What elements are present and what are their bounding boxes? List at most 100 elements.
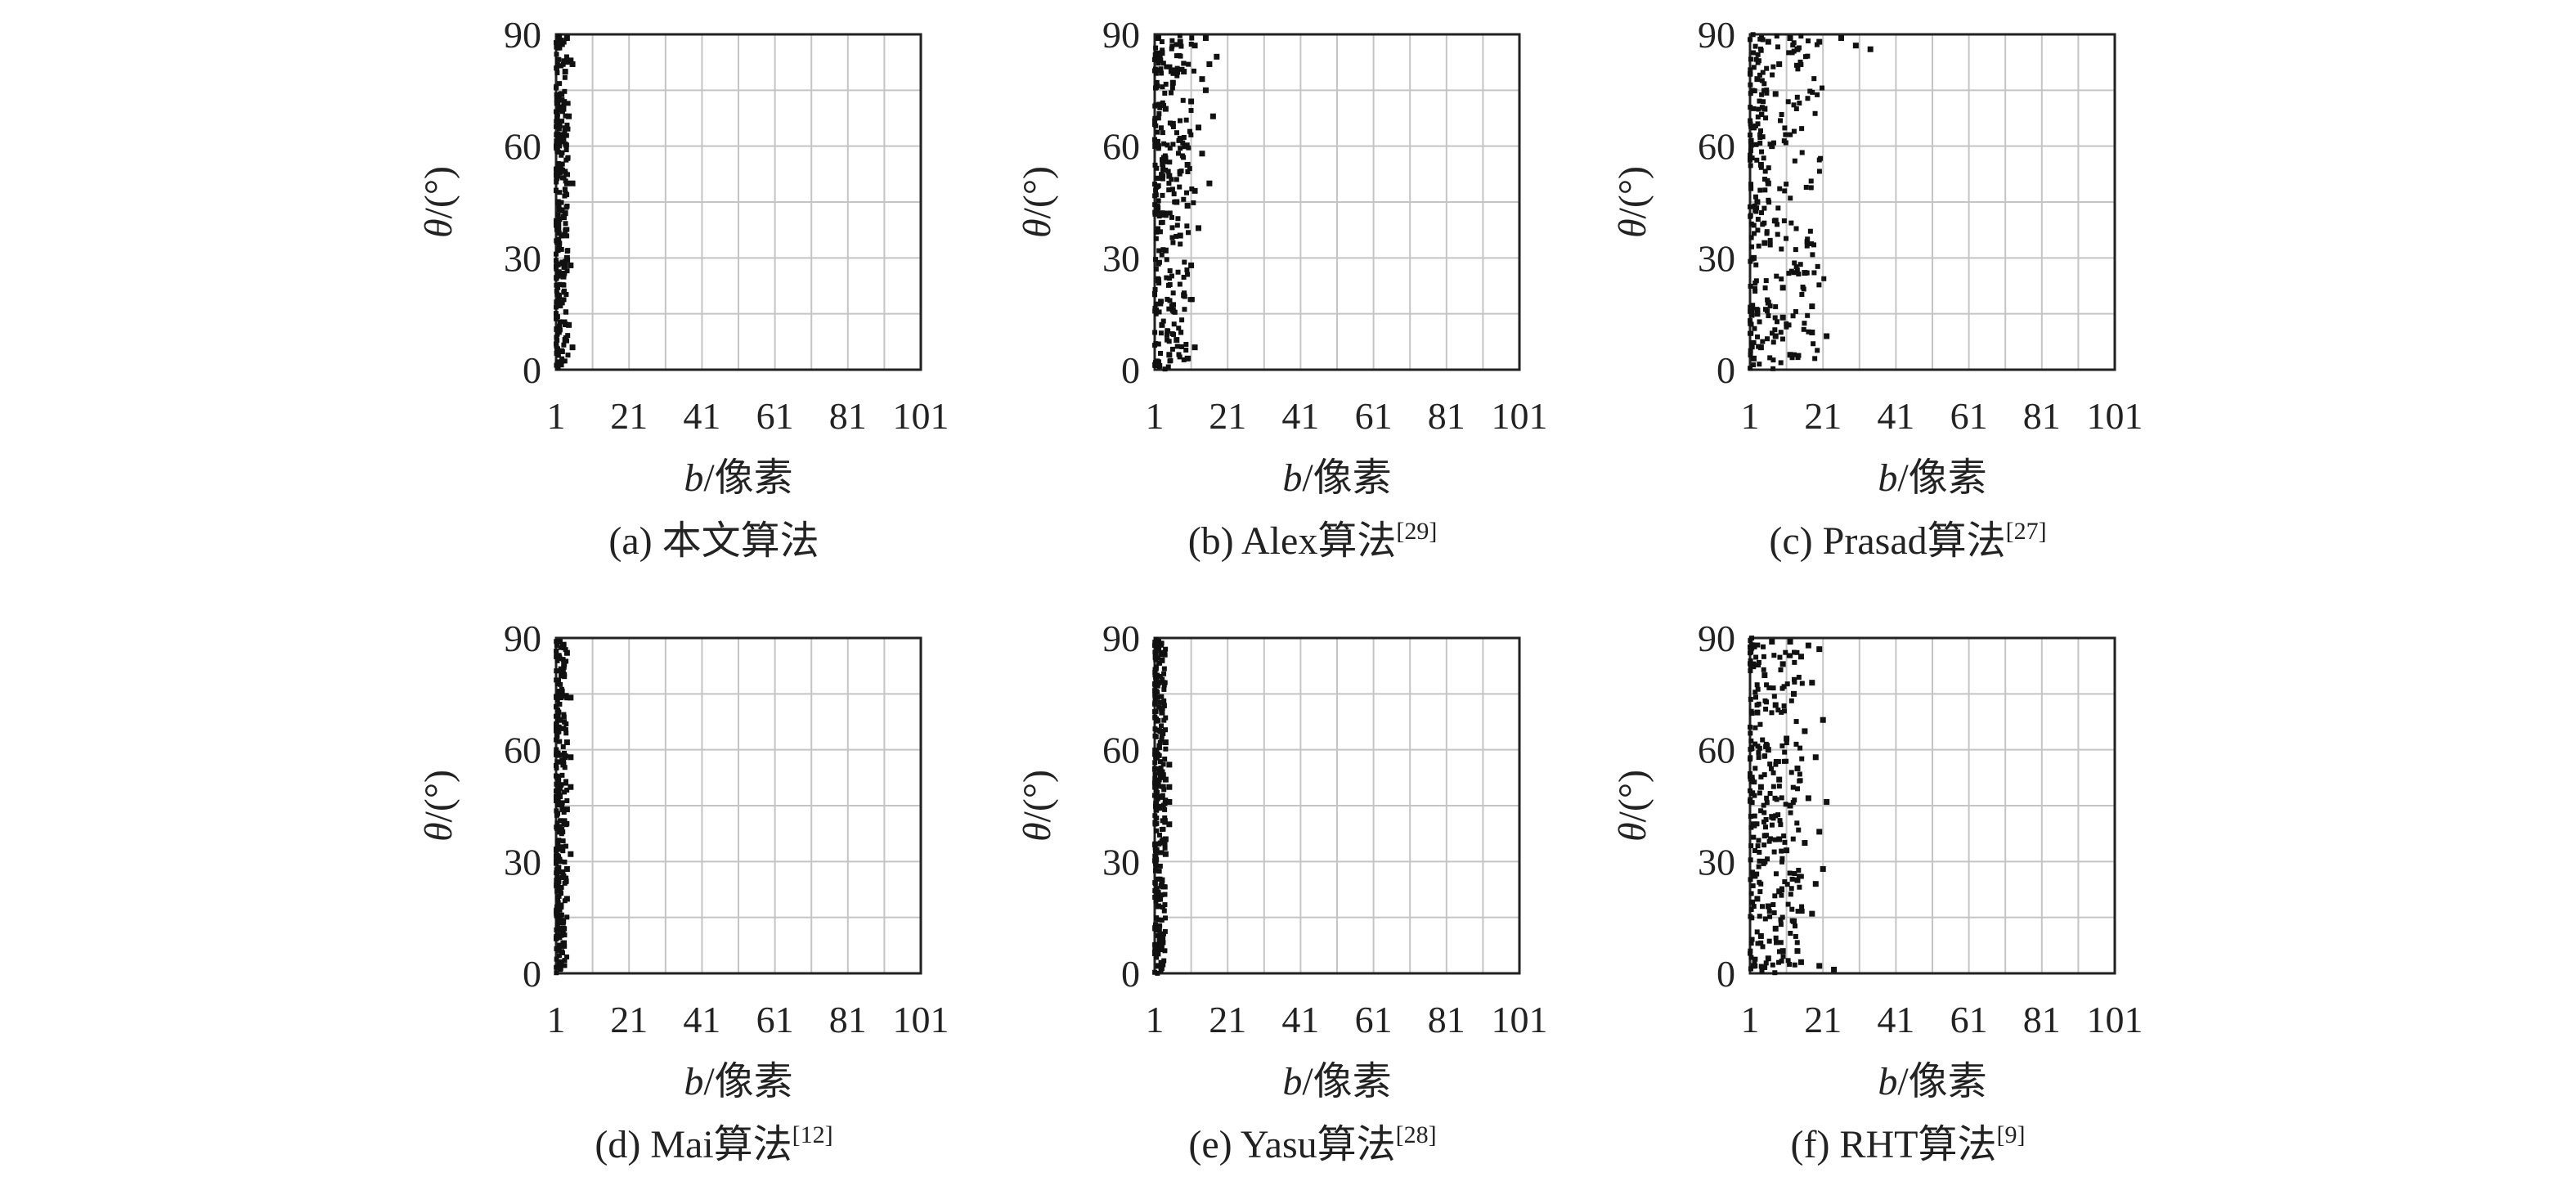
scatter-point — [1161, 671, 1167, 676]
scatter-point — [1791, 128, 1797, 134]
scatter-point — [1757, 187, 1763, 193]
scatter-point — [1153, 803, 1159, 809]
scatter-point — [558, 928, 563, 933]
scatter-point — [1778, 118, 1784, 124]
x-tick-label: 21 — [1209, 999, 1246, 1040]
scatter-point — [1152, 56, 1158, 62]
x-tick-label: 81 — [2023, 395, 2061, 437]
scatter-point — [1748, 877, 1753, 883]
scatter-point — [1202, 87, 1209, 93]
scatter-point — [555, 212, 561, 218]
scatter-point — [1748, 770, 1753, 776]
scatter-point — [1174, 199, 1180, 205]
scatter-point — [556, 269, 562, 275]
scatter-point — [1784, 236, 1789, 241]
scatter-point — [554, 222, 559, 228]
scatter-point — [1775, 812, 1781, 818]
scatter-point — [1801, 326, 1806, 332]
scatter-point — [1797, 884, 1802, 890]
scatter-point — [554, 346, 560, 352]
scatter-point — [1159, 892, 1165, 898]
scatter-point — [1750, 254, 1757, 261]
scatter-point — [1802, 728, 1808, 735]
scatter-point — [1748, 118, 1753, 124]
scatter-point — [1749, 244, 1755, 249]
scatter-point — [1154, 84, 1160, 90]
scatter-point — [1158, 301, 1164, 307]
scatter-point — [1156, 110, 1162, 116]
scatter-point — [1757, 858, 1762, 864]
scatter-point — [1788, 220, 1794, 226]
scatter-point — [1770, 72, 1775, 78]
scatter-point — [1155, 138, 1160, 144]
y-tick-label: 30 — [504, 841, 541, 883]
scatter-point — [1163, 167, 1169, 173]
scatter-point — [554, 668, 559, 674]
scatter-point — [1756, 659, 1761, 665]
scatter-point — [1791, 102, 1797, 108]
scatter-point — [1160, 769, 1165, 775]
scatter-point — [1170, 142, 1176, 147]
scatter-point — [1754, 929, 1760, 935]
scatter-point — [1152, 52, 1158, 58]
chart-panel-a: 1 21 41 61 81 101 0 30 60 90 b/像素 θ/(°) (a) 本文算法 — [417, 14, 949, 563]
scatter-point — [1153, 718, 1159, 724]
scatter-point — [554, 956, 559, 962]
y-tick-label: 90 — [504, 618, 541, 659]
scatter-point — [1804, 239, 1810, 245]
scatter-point — [1752, 194, 1758, 200]
scatter-point — [1152, 946, 1158, 951]
scatter-point — [1774, 273, 1779, 279]
scatter-point — [1183, 348, 1189, 353]
scatter-point — [559, 806, 565, 812]
scatter-point — [1750, 124, 1757, 131]
scatter-point — [1831, 966, 1838, 973]
scatter-point — [554, 847, 559, 853]
scatter-point — [568, 851, 574, 857]
scatter-point — [1748, 366, 1753, 371]
y-tick-label: 60 — [1698, 730, 1735, 771]
scatter-point — [1156, 341, 1161, 347]
scatter-point — [1750, 883, 1756, 888]
scatter-point — [1206, 180, 1213, 186]
scatter-point — [1155, 680, 1161, 686]
scatter-point — [1163, 797, 1169, 803]
scatter-point — [1762, 307, 1768, 312]
scatter-point — [1757, 135, 1763, 141]
scatter-point — [554, 858, 559, 864]
scatter-point — [1156, 728, 1162, 734]
scatter-point — [554, 168, 560, 174]
scatter-point — [1160, 761, 1166, 767]
y-tick-label: 0 — [523, 953, 541, 995]
scatter-point — [1748, 907, 1754, 913]
scatter-point — [560, 657, 566, 663]
scatter-point — [1153, 650, 1159, 656]
x-tick-label: 1 — [1146, 395, 1165, 437]
x-tick-label: 81 — [829, 395, 867, 437]
scatter-point — [1152, 922, 1158, 928]
scatter-point — [1167, 159, 1173, 165]
scatter-point — [563, 221, 568, 227]
scatter-point — [1762, 824, 1768, 830]
scatter-point — [1793, 933, 1798, 939]
scatter-point — [561, 282, 567, 288]
scatter-point — [1186, 145, 1192, 150]
scatter-point — [1766, 197, 1771, 203]
scatter-point — [558, 303, 563, 308]
scatter-point — [1790, 836, 1796, 842]
x-axis-label: b/像素 — [1878, 456, 1986, 500]
scatter-point — [554, 825, 560, 831]
scatter-point — [1767, 791, 1773, 797]
scatter-point — [1793, 247, 1798, 253]
scatter-point — [562, 694, 568, 699]
scatter-point — [558, 818, 563, 824]
scatter-point — [554, 642, 559, 648]
scatter-point — [1779, 276, 1784, 282]
scatter-point — [1157, 673, 1163, 679]
scatter-point — [1155, 277, 1161, 284]
scatter-point — [568, 784, 574, 790]
scatter-point — [563, 142, 569, 148]
x-tick-label: 21 — [610, 395, 648, 437]
scatter-point — [1776, 959, 1782, 965]
scatter-point — [1152, 202, 1158, 208]
